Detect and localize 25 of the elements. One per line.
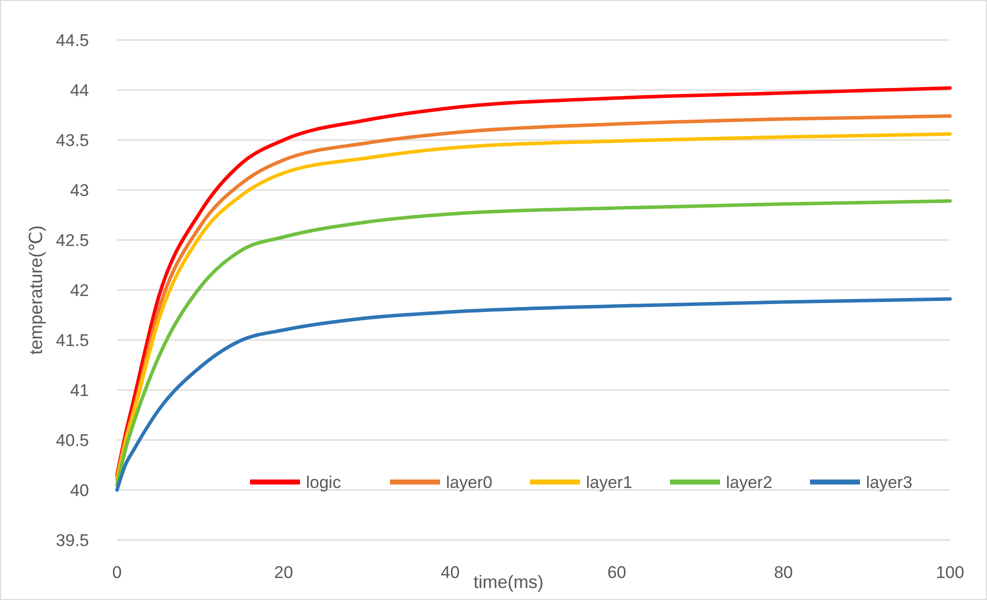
y-tick-label: 43 bbox=[70, 180, 89, 200]
legend-label: layer3 bbox=[866, 472, 912, 492]
y-tick-label: 41 bbox=[70, 380, 89, 400]
x-tick-label: 0 bbox=[112, 563, 122, 582]
y-tick-label: 42.5 bbox=[56, 230, 89, 250]
y-tick-label: 44 bbox=[70, 80, 89, 100]
y-tick-label: 43.5 bbox=[56, 130, 89, 150]
x-axis-title: time(ms) bbox=[474, 572, 544, 592]
legend-label: layer1 bbox=[586, 472, 632, 492]
y-axis-title: temperature(℃) bbox=[26, 225, 46, 355]
y-tick-label: 40.5 bbox=[56, 430, 89, 450]
y-tick-label: 39.5 bbox=[56, 530, 89, 550]
y-tick-label: 42 bbox=[70, 280, 89, 300]
x-tick-label: 40 bbox=[440, 563, 460, 582]
x-tick-label: 100 bbox=[936, 563, 964, 582]
legend-label: logic bbox=[306, 472, 342, 492]
y-tick-label: 44.5 bbox=[56, 30, 89, 50]
legend-label: layer2 bbox=[726, 472, 772, 492]
line-series bbox=[115, 297, 952, 492]
legend-label: layer0 bbox=[446, 472, 492, 492]
x-tick-label: 20 bbox=[274, 563, 294, 582]
y-tick-label: 41.5 bbox=[56, 330, 89, 350]
x-tick-label: 60 bbox=[607, 563, 626, 582]
y-tick-label: 40 bbox=[70, 480, 89, 500]
x-tick-label: 80 bbox=[774, 563, 793, 582]
